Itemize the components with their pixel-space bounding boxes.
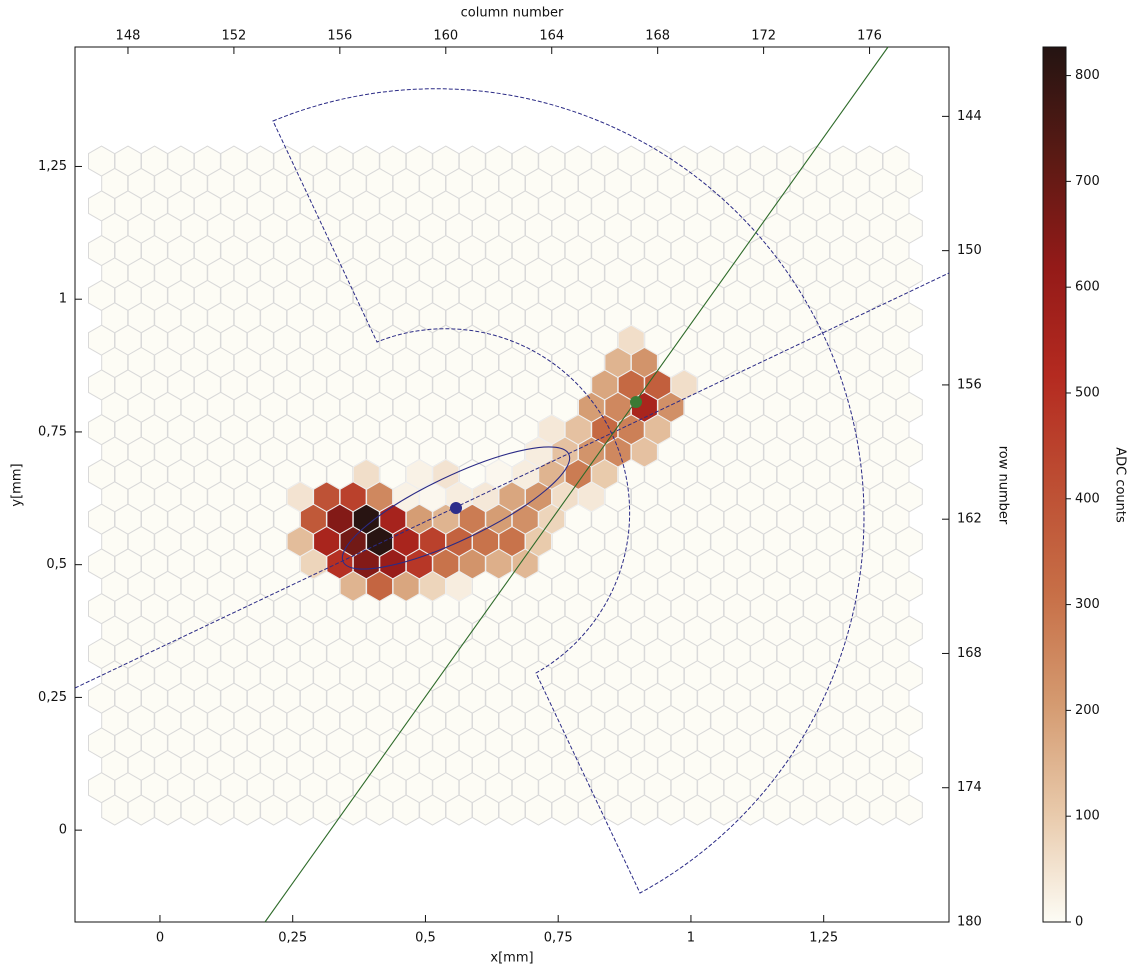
impact-point [630, 396, 642, 408]
direction-line [264, 46, 889, 923]
colorbar-tick-label: 200 [1075, 703, 1100, 718]
hit-cell [445, 570, 473, 602]
colorbar [1042, 46, 1067, 923]
colorbar-tick-label: 700 [1075, 174, 1100, 189]
hit-cell [578, 481, 605, 513]
x2-tick-label: 152 [221, 29, 246, 44]
colorbar-tick-label: 400 [1075, 491, 1100, 506]
x-tick-label: 0 [156, 931, 164, 946]
y2-tick-label: 144 [957, 109, 982, 124]
x2-axis-label: column number [461, 6, 564, 21]
x-axis-label: x[mm] [490, 951, 533, 966]
hex-layer [88, 145, 923, 826]
y-axis-label: y[mm] [10, 463, 25, 506]
x-tick-label: 1,25 [809, 931, 838, 946]
x-tick-label: 0,75 [544, 931, 573, 946]
hit-cell [630, 436, 658, 468]
y2-tick-label: 174 [957, 780, 982, 795]
x-tick-label: 0,5 [415, 931, 436, 946]
pixel [895, 794, 923, 826]
y-tick-label: 0,25 [38, 690, 67, 705]
y2-tick-label: 162 [957, 512, 982, 527]
x2-tick-label: 168 [645, 29, 670, 44]
y2-tick-label: 180 [957, 915, 982, 930]
fit-overlay [74, 46, 950, 923]
x-tick-label: 1 [687, 931, 695, 946]
y-tick-label: 1,25 [38, 159, 67, 174]
y2-tick-label: 156 [957, 377, 982, 392]
x2-tick-label: 172 [751, 29, 776, 44]
hit-cell [511, 548, 539, 580]
y-tick-label: 0,75 [38, 424, 67, 439]
ellipse [341, 446, 571, 570]
y2-tick-label: 168 [957, 646, 982, 661]
x2-tick-label: 156 [327, 29, 352, 44]
colorbar-tick-label: 100 [1075, 809, 1100, 824]
x2-tick-label: 164 [539, 29, 564, 44]
y-tick-label: 1 [59, 292, 67, 307]
colorbar-tick-label: 600 [1075, 280, 1100, 295]
y2-tick-label: 150 [957, 243, 982, 258]
hit-cell [485, 548, 513, 580]
x2-tick-label: 160 [433, 29, 458, 44]
colorbar-tick-label: 0 [1075, 915, 1083, 930]
colorbar-tick-label: 300 [1075, 597, 1100, 612]
center-point [450, 502, 462, 514]
plot-frame [74, 46, 950, 923]
x-tick-label: 0,25 [278, 931, 307, 946]
colorbar-tick-label: 800 [1075, 68, 1100, 83]
axis-line [74, 272, 950, 689]
x2-tick-label: 176 [857, 29, 882, 44]
colorbar-label: ADC counts [1113, 447, 1128, 523]
colorbar-tick-label: 500 [1075, 385, 1100, 400]
x2-tick-label: 148 [116, 29, 141, 44]
y-tick-label: 0 [59, 823, 67, 838]
annulus-sector [272, 88, 865, 894]
y-tick-label: 0,5 [46, 557, 67, 572]
y2-axis-label: row number [996, 446, 1011, 525]
